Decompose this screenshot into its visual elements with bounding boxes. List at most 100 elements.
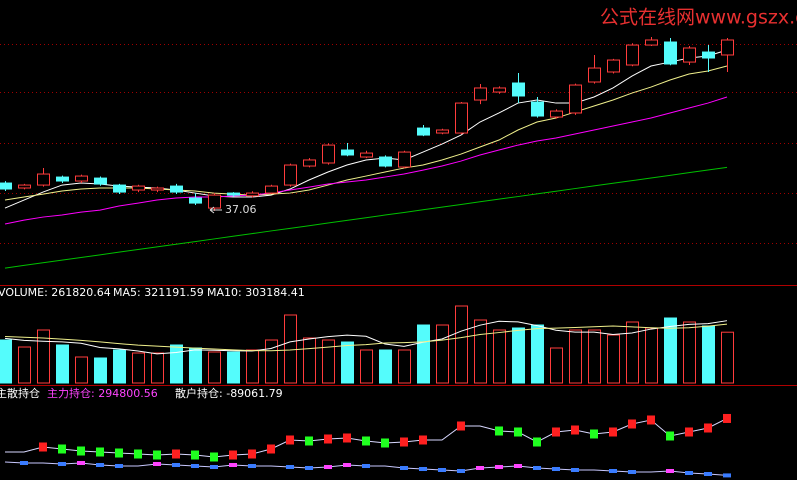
position-marker — [229, 463, 237, 468]
candle-body — [56, 176, 69, 182]
position-marker — [552, 467, 560, 472]
candle-body — [645, 39, 658, 46]
position-marker — [723, 413, 731, 423]
position-marker — [20, 461, 28, 466]
position-marker — [647, 415, 655, 425]
volume-bar — [360, 349, 373, 384]
position-marker — [191, 450, 199, 460]
watermark: 公式在线网www.gszx.com.cn — [600, 7, 797, 29]
candle-body — [607, 59, 620, 73]
volume-bar — [189, 347, 202, 384]
position-marker — [248, 449, 256, 459]
position-marker — [305, 436, 313, 446]
volume-bar — [683, 321, 696, 384]
position-marker — [267, 444, 275, 454]
volume-bar — [132, 352, 145, 384]
position-marker — [419, 435, 427, 445]
legend-label: 散户持仓: — [175, 386, 223, 400]
candle-body — [360, 152, 373, 158]
candle-body — [303, 159, 316, 167]
candle-body — [170, 185, 183, 193]
volume-bar — [550, 347, 563, 384]
position-marker — [533, 465, 541, 470]
position-marker — [495, 426, 503, 436]
position-marker — [666, 468, 674, 473]
position-marker — [400, 465, 408, 470]
candle-body — [664, 41, 677, 65]
candle-body — [265, 185, 278, 194]
position-marker — [723, 473, 731, 478]
moving-average-line — [4, 166, 728, 269]
position-marker — [400, 437, 408, 447]
volume-bar — [170, 344, 183, 384]
candle-body — [493, 87, 506, 93]
volume-bar — [37, 329, 50, 384]
candle-body — [341, 149, 354, 156]
position-marker — [495, 465, 503, 470]
position-marker — [343, 463, 351, 468]
candle-body — [322, 144, 335, 164]
candle-body — [588, 67, 601, 83]
volume-bar — [151, 352, 164, 384]
position-marker — [514, 427, 522, 437]
position-marker — [381, 438, 389, 448]
candle-body — [702, 51, 715, 59]
candle-body — [379, 156, 392, 167]
position-marker — [96, 463, 104, 468]
position-marker — [39, 442, 47, 452]
arrow-head — [209, 206, 215, 214]
volume-ma-line — [4, 323, 728, 352]
volume-bar — [512, 327, 525, 384]
position-marker — [305, 465, 313, 470]
volume-bar — [227, 351, 240, 384]
candle-body — [94, 177, 107, 185]
position-marker — [58, 461, 66, 466]
legend-label: 主力持仓: — [47, 386, 95, 400]
position-marker — [362, 463, 370, 468]
candle-body — [75, 175, 88, 182]
position-marker — [514, 463, 522, 468]
candle-body — [455, 102, 468, 134]
volume-bar — [455, 305, 468, 384]
position-marker — [286, 465, 294, 470]
position-marker — [590, 429, 598, 439]
legend-main: 主力持仓: 294800.56 — [47, 386, 158, 400]
position-marker — [533, 437, 541, 447]
position-marker — [666, 431, 674, 441]
candle-body — [569, 84, 582, 114]
volume-bar — [493, 329, 506, 384]
position-marker — [571, 425, 579, 435]
volume-bar — [18, 346, 31, 384]
candle-body — [721, 39, 734, 56]
panel-title: 主散持仓 — [0, 386, 40, 400]
legend-value: 321191.59 — [144, 286, 204, 299]
low-annotation: 37.06 — [209, 203, 257, 216]
position-marker — [115, 448, 123, 458]
candle-body — [626, 44, 639, 66]
volume-bar — [702, 325, 715, 384]
volume-bar — [588, 329, 601, 384]
volume-bar — [75, 356, 88, 384]
candle-body — [474, 87, 487, 101]
volume-value: 261820.64 — [51, 286, 111, 299]
position-marker — [153, 450, 161, 460]
volume-bar — [341, 341, 354, 384]
candle-body — [436, 129, 449, 134]
candle-body — [512, 82, 525, 97]
volume-bar — [607, 334, 620, 384]
vol-ma10-header: MA10: 303184.41 — [207, 286, 305, 299]
position-marker — [685, 427, 693, 437]
position-marker — [77, 461, 85, 466]
volume-bar — [208, 351, 221, 384]
candle-body — [683, 47, 696, 63]
volume-bar — [664, 317, 677, 384]
candle-body — [189, 197, 202, 204]
candle-body — [246, 192, 259, 197]
position-marker — [362, 436, 370, 446]
candle-body — [113, 184, 126, 193]
volume-bar — [474, 319, 487, 384]
candle-body — [284, 164, 297, 186]
position-marker — [58, 444, 66, 454]
